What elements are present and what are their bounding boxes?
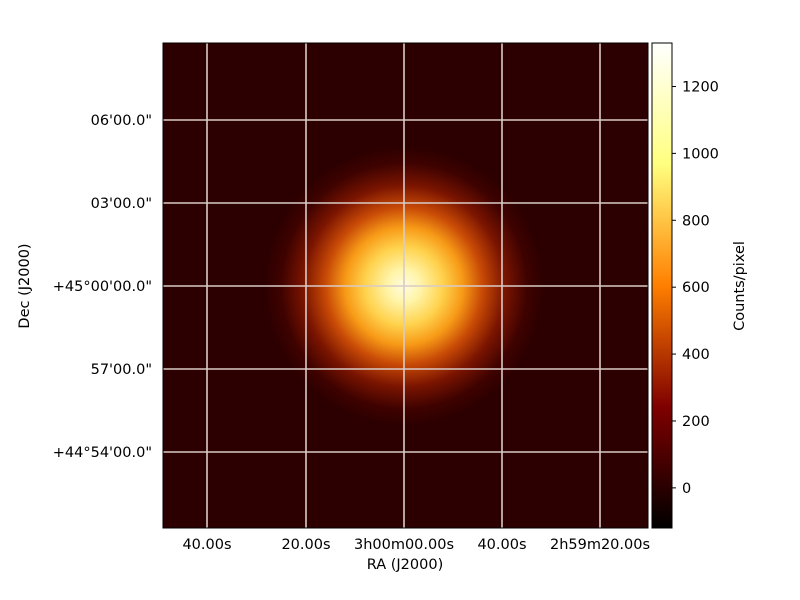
x-tick-label: 40.00s — [182, 537, 231, 553]
colorbar-tick-label: 600 — [682, 280, 710, 296]
colorbar-tick-label: 200 — [682, 414, 710, 430]
x-tick-label: 20.00s — [281, 537, 330, 553]
image-frame — [162, 42, 649, 529]
x-tick-label: 2h59m20.00s — [550, 537, 650, 553]
y-tick-labels: +44°54'00.0" 57'00.0" +45°00'00.0" 03'00.0"… — [53, 113, 152, 461]
colorbar-tick-label: 400 — [682, 347, 710, 363]
y-tick-label: 06'00.0" — [91, 113, 152, 129]
x-tick-labels: 40.00s 20.00s 3h00m00.00s 40.00s 2h59m20.00s — [182, 537, 650, 553]
y-axis-label: Dec (J2000) — [17, 243, 33, 328]
colorbar-tick-label: 800 — [682, 213, 710, 229]
coordinate-grid — [163, 43, 648, 528]
colorbar-tick-label: 1200 — [682, 79, 719, 95]
y-tick-label: 57'00.0" — [91, 362, 152, 378]
y-tick-label: +44°54'00.0" — [53, 445, 152, 461]
x-tick-label: 3h00m00.00s — [354, 537, 454, 553]
colorbar-ticks: 0 200 400 600 800 1000 1200 — [672, 79, 719, 497]
x-tick-label: 40.00s — [477, 537, 526, 553]
y-tick-label: +45°00'00.0" — [53, 279, 152, 295]
y-tick-label: 03'00.0" — [91, 196, 152, 212]
x-axis-label: RA (J2000) — [367, 557, 444, 573]
colorbar — [651, 42, 673, 529]
colorbar-tick-label: 0 — [682, 481, 691, 497]
colorbar-label: Counts/pixel — [732, 241, 748, 331]
colorbar-tick-label: 1000 — [682, 146, 719, 162]
